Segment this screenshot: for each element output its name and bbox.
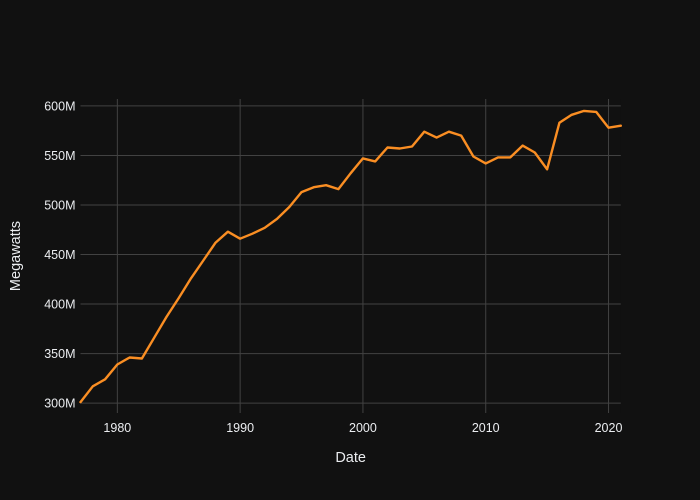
y-tick-label: 500M bbox=[44, 198, 75, 212]
y-tick-label: 400M bbox=[44, 298, 75, 312]
x-tick-label: 2000 bbox=[349, 421, 377, 435]
x-tick-label: 2010 bbox=[472, 421, 500, 435]
x-tick-label: 1990 bbox=[226, 421, 254, 435]
x-tick-label: 2020 bbox=[595, 421, 623, 435]
x-axis-title: Date bbox=[335, 450, 366, 466]
y-tick-label: 550M bbox=[44, 149, 75, 163]
y-tick-label: 450M bbox=[44, 248, 75, 262]
y-tick-label: 600M bbox=[44, 99, 75, 113]
y-axis-title: Megawatts bbox=[8, 221, 24, 291]
x-tick-label: 1980 bbox=[103, 421, 131, 435]
y-tick-label: 300M bbox=[44, 397, 75, 411]
series-line bbox=[79, 109, 622, 404]
plot-area[interactable] bbox=[80, 99, 621, 413]
y-tick-label: 350M bbox=[44, 347, 75, 361]
